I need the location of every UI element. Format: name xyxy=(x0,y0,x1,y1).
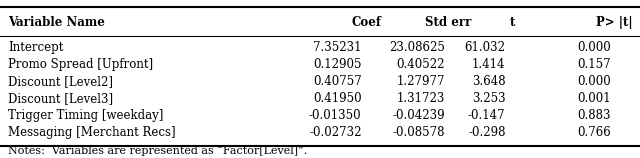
Text: -0.147: -0.147 xyxy=(468,109,506,122)
Text: -0.298: -0.298 xyxy=(468,126,506,139)
Text: 0.41950: 0.41950 xyxy=(313,92,362,105)
Text: Discount [Level2]: Discount [Level2] xyxy=(8,75,113,88)
Text: 0.766: 0.766 xyxy=(577,126,611,139)
Text: -0.02732: -0.02732 xyxy=(309,126,362,139)
Text: 0.000: 0.000 xyxy=(577,41,611,54)
Text: 1.414: 1.414 xyxy=(472,58,506,71)
Text: Discount [Level3]: Discount [Level3] xyxy=(8,92,113,105)
Text: 3.648: 3.648 xyxy=(472,75,506,88)
Text: 0.40757: 0.40757 xyxy=(313,75,362,88)
Text: Messaging [Merchant Recs]: Messaging [Merchant Recs] xyxy=(8,126,176,139)
Text: Trigger Timing [weekday]: Trigger Timing [weekday] xyxy=(8,109,164,122)
Text: 0.883: 0.883 xyxy=(578,109,611,122)
Text: P> |t|: P> |t| xyxy=(596,16,633,29)
Text: Notes:  Variables are represented as “Factor[Level]”.: Notes: Variables are represented as “Fac… xyxy=(8,145,308,156)
Text: 0.40522: 0.40522 xyxy=(396,58,445,71)
Text: 0.157: 0.157 xyxy=(577,58,611,71)
Text: 23.08625: 23.08625 xyxy=(389,41,445,54)
Text: Std err: Std err xyxy=(425,16,471,29)
Text: 1.27977: 1.27977 xyxy=(396,75,445,88)
Text: 0.001: 0.001 xyxy=(577,92,611,105)
Text: t: t xyxy=(509,16,515,29)
Text: 0.000: 0.000 xyxy=(577,75,611,88)
Text: 0.12905: 0.12905 xyxy=(313,58,362,71)
Text: 1.31723: 1.31723 xyxy=(396,92,445,105)
Text: -0.01350: -0.01350 xyxy=(309,109,362,122)
Text: Coef: Coef xyxy=(351,16,381,29)
Text: Intercept: Intercept xyxy=(8,41,64,54)
Text: Variable Name: Variable Name xyxy=(8,16,105,29)
Text: 7.35231: 7.35231 xyxy=(313,41,362,54)
Text: 3.253: 3.253 xyxy=(472,92,506,105)
Text: -0.04239: -0.04239 xyxy=(392,109,445,122)
Text: Promo Spread [Upfront]: Promo Spread [Upfront] xyxy=(8,58,154,71)
Text: 61.032: 61.032 xyxy=(465,41,506,54)
Text: -0.08578: -0.08578 xyxy=(392,126,445,139)
